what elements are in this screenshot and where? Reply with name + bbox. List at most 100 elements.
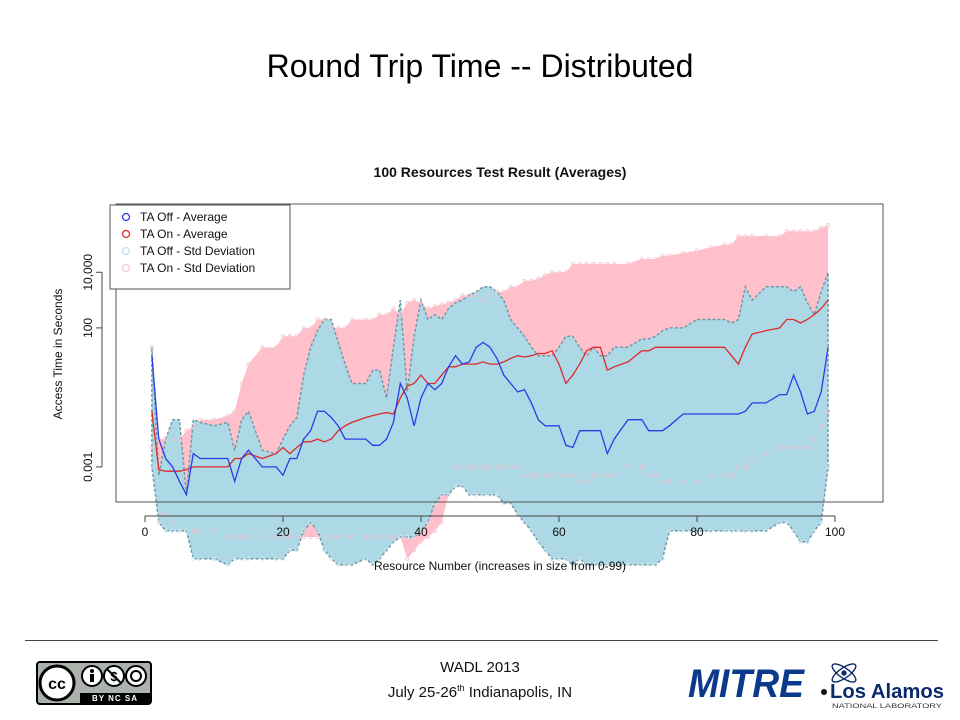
std-point	[605, 562, 610, 567]
std-point	[557, 473, 562, 478]
legend-label: TA On - Average	[140, 227, 228, 241]
std-point	[639, 464, 644, 469]
std-point	[784, 520, 789, 525]
std-point	[826, 464, 831, 469]
std-point	[819, 423, 824, 428]
std-point	[343, 534, 348, 539]
std-point	[149, 464, 154, 469]
std-point	[391, 534, 396, 539]
std-point	[494, 492, 499, 497]
footer-text: WADL 2013 July 25-26th Indianapolis, IN	[330, 657, 630, 703]
std-point	[736, 464, 741, 469]
std-point	[563, 270, 568, 275]
std-point	[418, 539, 423, 544]
std-point	[225, 562, 230, 567]
std-point	[515, 284, 520, 289]
std-point	[508, 284, 513, 289]
std-point	[626, 562, 631, 567]
std-point	[653, 257, 658, 262]
y-tick-label: 10,000	[81, 254, 95, 291]
std-point	[729, 473, 734, 478]
std-point	[377, 556, 382, 561]
std-point	[695, 528, 700, 533]
lanl-name: Los Alamos	[830, 681, 944, 703]
std-point	[177, 437, 182, 442]
std-point	[294, 548, 299, 553]
std-point	[474, 293, 479, 298]
x-tick-label: 80	[690, 525, 704, 539]
x-axis: 0 20 40 60 80 100	[142, 515, 845, 539]
std-point	[729, 242, 734, 247]
std-point	[681, 479, 686, 484]
std-point	[481, 298, 486, 303]
std-point	[343, 325, 348, 330]
std-point	[322, 317, 327, 322]
std-point	[308, 534, 313, 539]
std-point	[315, 528, 320, 533]
legend-marker	[121, 246, 131, 256]
ta-on-std-upper-points	[149, 223, 831, 442]
std-point	[812, 528, 817, 533]
svg-text:cc: cc	[48, 676, 66, 693]
std-point	[536, 473, 541, 478]
y-tick-label: 0.001	[81, 452, 95, 482]
std-deviation-bands	[149, 223, 831, 567]
lanl-subtitle: NATIONAL LABORATORY	[832, 703, 943, 710]
std-point	[653, 562, 658, 567]
std-point	[239, 556, 244, 561]
footer-date-location: July 25-26th Indianapolis, IN	[387, 683, 573, 701]
std-point	[570, 261, 575, 266]
std-point	[605, 261, 610, 266]
std-point	[777, 445, 782, 450]
std-point	[391, 539, 396, 544]
std-point	[612, 261, 617, 266]
std-point	[322, 548, 327, 553]
x-tick-label: 40	[414, 525, 428, 539]
std-point	[667, 528, 672, 533]
std-point	[287, 334, 292, 339]
cc-by-nc-sa-badge: cc $ BY NC SA	[36, 661, 152, 705]
mitre-logo-text: MITRE	[688, 662, 805, 704]
std-point	[529, 278, 534, 283]
chart: 0 20 40 60 80 100 0.001 100 10,000 100 Resource…	[51, 164, 884, 573]
std-point	[577, 479, 582, 484]
std-point	[819, 225, 824, 230]
std-point	[149, 445, 154, 450]
std-point	[453, 298, 458, 303]
std-point	[370, 562, 375, 567]
ta-on-std-lower-points	[149, 409, 831, 561]
std-point	[225, 534, 230, 539]
std-point	[322, 534, 327, 539]
average-lines	[151, 299, 829, 497]
std-point	[184, 528, 189, 533]
std-point	[812, 229, 817, 234]
std-point	[708, 473, 713, 478]
std-point	[163, 437, 168, 442]
std-point	[301, 528, 306, 533]
std-point	[591, 261, 596, 266]
std-point	[467, 293, 472, 298]
std-point	[750, 456, 755, 461]
std-point	[349, 317, 354, 322]
std-point	[501, 289, 506, 294]
std-point	[591, 473, 596, 478]
std-point	[557, 556, 562, 561]
std-point	[708, 528, 713, 533]
std-point	[398, 312, 403, 317]
std-point	[301, 534, 306, 539]
std-point	[764, 451, 769, 456]
slide-title: Round Trip Time -- Distributed	[266, 48, 694, 84]
std-point	[819, 520, 824, 525]
std-point	[543, 548, 548, 553]
std-point	[646, 257, 651, 262]
std-point	[198, 528, 203, 533]
std-point	[722, 473, 727, 478]
std-point	[467, 492, 472, 497]
std-point	[805, 229, 810, 234]
std-point	[639, 257, 644, 262]
std-point	[287, 548, 292, 553]
std-point	[529, 528, 534, 533]
std-point	[198, 417, 203, 422]
std-point	[191, 528, 196, 533]
std-point	[605, 473, 610, 478]
